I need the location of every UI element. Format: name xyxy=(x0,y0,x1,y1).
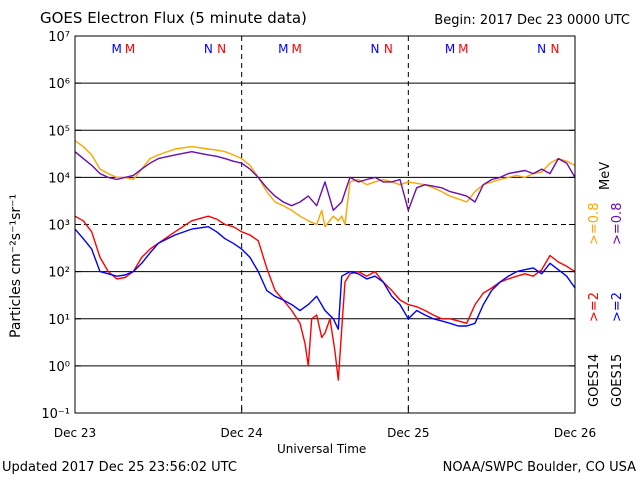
ytick-layer: 10⁻¹ 10⁰ 10¹ 10² 10³ 10⁴ 10⁵ 10⁶ 10⁷ xyxy=(41,30,575,422)
series-line-1 xyxy=(74,226,576,330)
begin-time: Begin: 2017 Dec 23 0000 UTC xyxy=(434,13,630,28)
marker-n: N xyxy=(204,42,213,56)
marker-n: N xyxy=(371,42,380,56)
marker-n: N xyxy=(537,42,546,56)
x-tick-label: Dec 24 xyxy=(221,426,263,440)
series-line-0 xyxy=(74,215,576,381)
y-tick-label: 10³ xyxy=(48,219,70,234)
marker-m: M xyxy=(445,42,455,56)
grid-layer xyxy=(75,36,575,413)
x-tick-label: Dec 25 xyxy=(387,426,429,440)
y-tick-label: 10⁴ xyxy=(48,171,70,186)
marker-m: M xyxy=(291,42,301,56)
x-tick-label: Dec 26 xyxy=(554,426,596,440)
marker-n: N xyxy=(551,42,560,56)
y-tick-label: 10⁰ xyxy=(48,360,70,375)
legend-goes15-08mev: >=0.8 xyxy=(610,202,625,245)
xtick-layer: Dec 23 Dec 24 Dec 25 Dec 26 xyxy=(54,407,596,440)
legend-goes14-label: GOES14 xyxy=(587,353,602,407)
series-layer xyxy=(74,140,576,381)
y-tick-label: 10² xyxy=(48,266,70,281)
chart-title: GOES Electron Flux (5 minute data) xyxy=(40,9,307,27)
y-tick-label: 10⁻¹ xyxy=(41,407,70,422)
marker-n: N xyxy=(384,42,393,56)
legend-goes14-2mev: >=2 xyxy=(587,291,602,322)
y-tick-label: 10¹ xyxy=(48,313,70,328)
series-line-3 xyxy=(74,151,576,211)
legend-goes15-2mev: >=2 xyxy=(610,291,625,322)
marker-m: M xyxy=(111,42,121,56)
marker-m: M xyxy=(125,42,135,56)
marker-m: M xyxy=(458,42,468,56)
y-axis-label: Particles cm⁻²s⁻¹sr⁻¹ xyxy=(8,193,24,338)
marker-n: N xyxy=(217,42,226,56)
updated-time: Updated 2017 Dec 25 23:56:02 UTC xyxy=(2,460,237,475)
y-tick-label: 10⁶ xyxy=(48,77,70,92)
x-axis-label: Universal Time xyxy=(277,442,367,456)
y-tick-label: 10⁵ xyxy=(48,124,70,139)
marker-m: M xyxy=(278,42,288,56)
legend-unit: MeV xyxy=(598,161,613,190)
y-tick-label: 10⁷ xyxy=(48,30,70,45)
legend-goes15-label: GOES15 xyxy=(610,353,625,407)
series-line-2 xyxy=(74,140,576,228)
legend-goes14-08mev: >=0.8 xyxy=(587,202,602,245)
credit: NOAA/SWPC Boulder, CO USA xyxy=(442,460,636,475)
x-tick-label: Dec 23 xyxy=(54,426,96,440)
